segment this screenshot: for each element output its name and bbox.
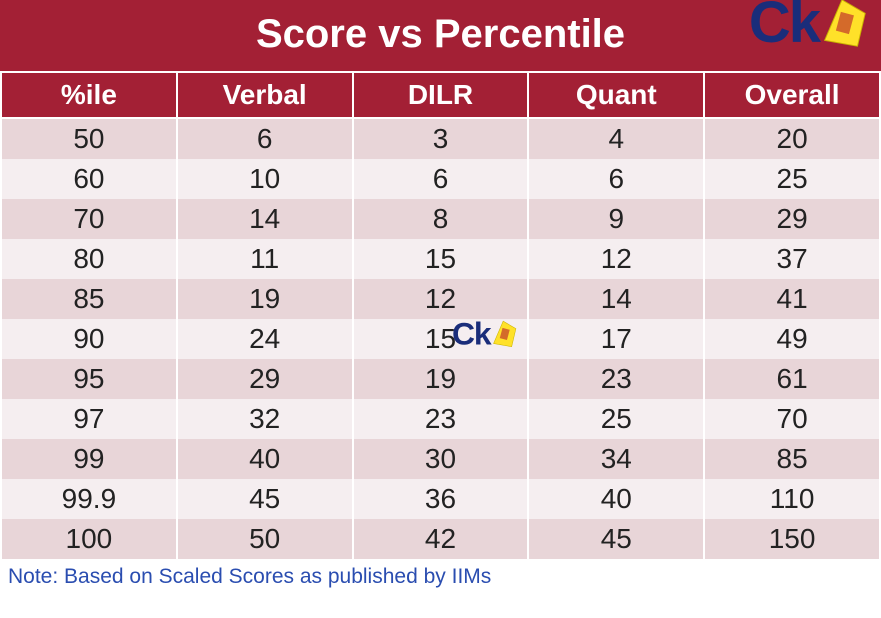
title-bar: Score vs Percentile (0, 0, 881, 71)
table-row: 9940303485 (1, 439, 880, 479)
table-cell: 36 (353, 479, 529, 519)
table-cell: 32 (177, 399, 353, 439)
table-cell: 25 (704, 159, 880, 199)
table-cell: 37 (704, 239, 880, 279)
table-cell: 80 (1, 239, 177, 279)
table-cell: 60 (1, 159, 177, 199)
table-cell: 19 (353, 359, 529, 399)
table-row: 70148929 (1, 199, 880, 239)
table-cell: 100 (1, 519, 177, 559)
table-cell: 90 (1, 319, 177, 359)
table-cell: 70 (704, 399, 880, 439)
table-cell: 85 (704, 439, 880, 479)
table-cell: 97 (1, 399, 177, 439)
table-header: %ileVerbalDILRQuantOverall (1, 72, 880, 118)
table-cell: 99 (1, 439, 177, 479)
table-cell: 14 (177, 199, 353, 239)
table-cell: 95 (1, 359, 177, 399)
col-header: Quant (528, 72, 704, 118)
table-cell: 15 (353, 239, 529, 279)
table-row: 9529192361 (1, 359, 880, 399)
table-cell: 23 (353, 399, 529, 439)
table-cell: 40 (177, 439, 353, 479)
page-title: Score vs Percentile (256, 12, 625, 56)
table-cell: 34 (528, 439, 704, 479)
table-cell: 12 (528, 239, 704, 279)
table-cell: 99.9 (1, 479, 177, 519)
table-row: 9024151749 (1, 319, 880, 359)
table-cell: 50 (1, 118, 177, 159)
table-cell: 10 (177, 159, 353, 199)
table-cell: 6 (353, 159, 529, 199)
table-cell: 6 (528, 159, 704, 199)
table-cell: 70 (1, 199, 177, 239)
col-header: %ile (1, 72, 177, 118)
table-cell: 61 (704, 359, 880, 399)
table-body: 5063420601066257014892980111512378519121… (1, 118, 880, 559)
table-cell: 41 (704, 279, 880, 319)
table-cell: 45 (177, 479, 353, 519)
table-cell: 30 (353, 439, 529, 479)
table-row: 100504245150 (1, 519, 880, 559)
score-table: %ileVerbalDILRQuantOverall 5063420601066… (0, 71, 881, 559)
table-cell: 8 (353, 199, 529, 239)
table-cell: 12 (353, 279, 529, 319)
table-cell: 85 (1, 279, 177, 319)
col-header: Verbal (177, 72, 353, 118)
table-cell: 17 (528, 319, 704, 359)
table-row: 9732232570 (1, 399, 880, 439)
table-cell: 25 (528, 399, 704, 439)
table-cell: 4 (528, 118, 704, 159)
table-row: 99.9453640110 (1, 479, 880, 519)
table-row: 60106625 (1, 159, 880, 199)
table-cell: 45 (528, 519, 704, 559)
table-cell: 29 (704, 199, 880, 239)
table-cell: 29 (177, 359, 353, 399)
table-row: 5063420 (1, 118, 880, 159)
col-header: DILR (353, 72, 529, 118)
table-cell: 42 (353, 519, 529, 559)
footnote: Note: Based on Scaled Scores as publishe… (0, 559, 881, 589)
table-cell: 150 (704, 519, 880, 559)
table-cell: 49 (704, 319, 880, 359)
table-cell: 3 (353, 118, 529, 159)
table-cell: 20 (704, 118, 880, 159)
table-cell: 19 (177, 279, 353, 319)
table-cell: 14 (528, 279, 704, 319)
table-cell: 15 (353, 319, 529, 359)
col-header: Overall (704, 72, 880, 118)
table-cell: 50 (177, 519, 353, 559)
table-cell: 6 (177, 118, 353, 159)
table-cell: 24 (177, 319, 353, 359)
table-cell: 11 (177, 239, 353, 279)
table-row: 8011151237 (1, 239, 880, 279)
table-cell: 110 (704, 479, 880, 519)
table-cell: 23 (528, 359, 704, 399)
table-cell: 9 (528, 199, 704, 239)
table-row: 8519121441 (1, 279, 880, 319)
table-cell: 40 (528, 479, 704, 519)
